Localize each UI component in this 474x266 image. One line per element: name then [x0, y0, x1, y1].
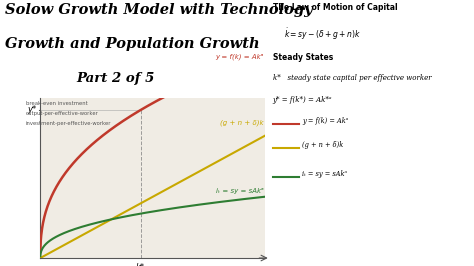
Text: k*   steady state capital per effective worker: k* steady state capital per effective wo…: [273, 74, 431, 82]
Text: (g + n + δ)k: (g + n + δ)k: [302, 141, 344, 149]
Text: (g + n + δ)k: (g + n + δ)k: [220, 119, 264, 126]
Text: break-even investment: break-even investment: [26, 101, 88, 106]
Text: investment-per-effective-worker: investment-per-effective-worker: [26, 121, 111, 126]
Text: iₜ = sy = sAkᵃ: iₜ = sy = sAkᵃ: [216, 188, 264, 194]
Text: Part 2 of 5: Part 2 of 5: [76, 72, 154, 85]
Text: output-per-effective-worker: output-per-effective-worker: [26, 111, 99, 116]
Text: Steady States: Steady States: [273, 53, 333, 62]
Text: y*: y*: [27, 105, 36, 114]
Text: k*: k*: [136, 263, 146, 266]
Text: y = f(k) = Akᵃ: y = f(k) = Akᵃ: [215, 53, 264, 60]
Text: y* = f(k*) = Ak*ᵃ: y* = f(k*) = Ak*ᵃ: [273, 96, 332, 104]
Text: y = f(k) = Akᵃ: y = f(k) = Akᵃ: [302, 117, 349, 125]
Text: Growth and Population Growth: Growth and Population Growth: [5, 37, 259, 51]
Text: iₜ = sy = sAkᵃ: iₜ = sy = sAkᵃ: [302, 170, 347, 178]
Text: The Law of Motion of Capital: The Law of Motion of Capital: [273, 3, 397, 12]
Text: $\dot{k} = sy - (\delta + g + n)k$: $\dot{k} = sy - (\delta + g + n)k$: [284, 27, 362, 43]
Text: Solow Growth Model with Technology: Solow Growth Model with Technology: [5, 3, 312, 17]
